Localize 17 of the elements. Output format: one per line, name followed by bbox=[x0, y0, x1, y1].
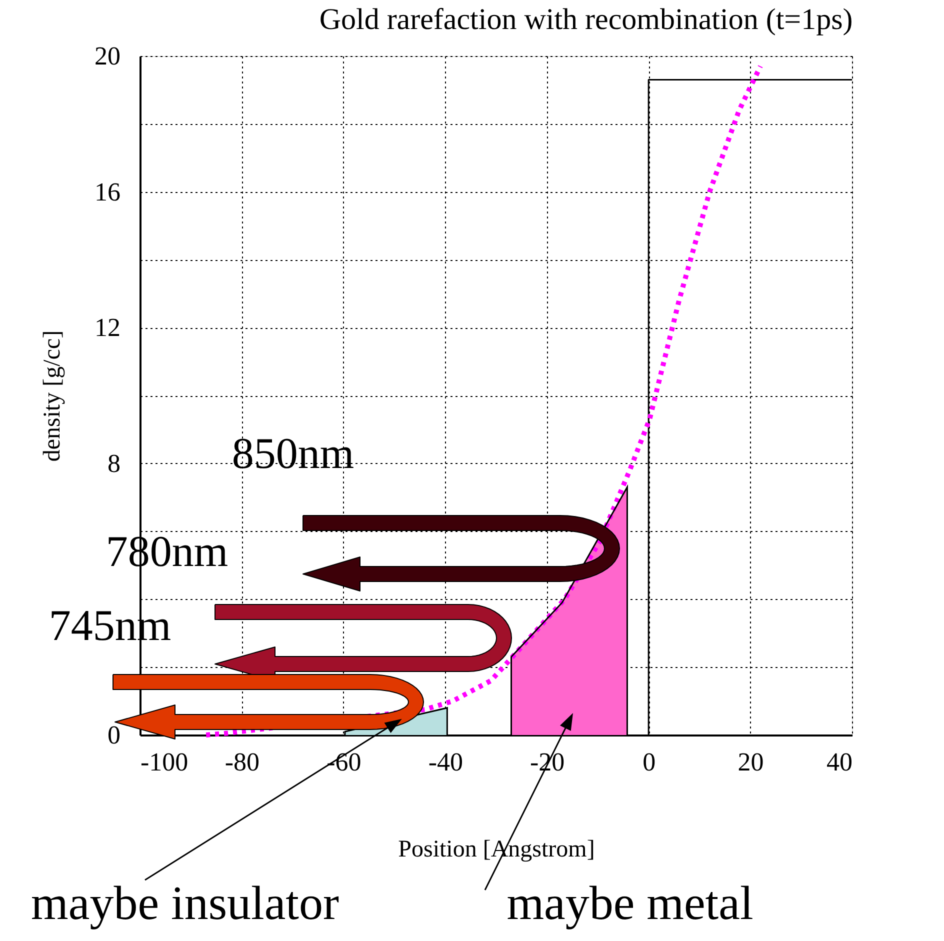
y-tick-label: 12 bbox=[94, 313, 120, 342]
chart-title: Gold rarefaction with recombination (t=1ps) bbox=[319, 3, 853, 36]
text: maybe metal bbox=[506, 877, 754, 930]
y-tick-label: 0 bbox=[108, 720, 120, 750]
y-tick-label: 16 bbox=[94, 177, 120, 206]
x-tick-label: 40 bbox=[826, 748, 852, 776]
x-tick-label: -80 bbox=[224, 748, 260, 776]
x-tick-label: -60 bbox=[326, 748, 362, 776]
x-tick-label: 0 bbox=[642, 748, 656, 776]
y-tick-label: 8 bbox=[108, 448, 120, 478]
y-axis-title: density [g/cc] bbox=[40, 330, 66, 462]
y-tick-label: 20 bbox=[94, 42, 120, 70]
x-tick-label: -100 bbox=[140, 748, 188, 776]
x-tick-label: 20 bbox=[738, 748, 764, 776]
text: maybe insulator bbox=[31, 877, 339, 930]
x-tick-label: -40 bbox=[428, 748, 463, 776]
annotation: 850nm bbox=[232, 429, 354, 478]
